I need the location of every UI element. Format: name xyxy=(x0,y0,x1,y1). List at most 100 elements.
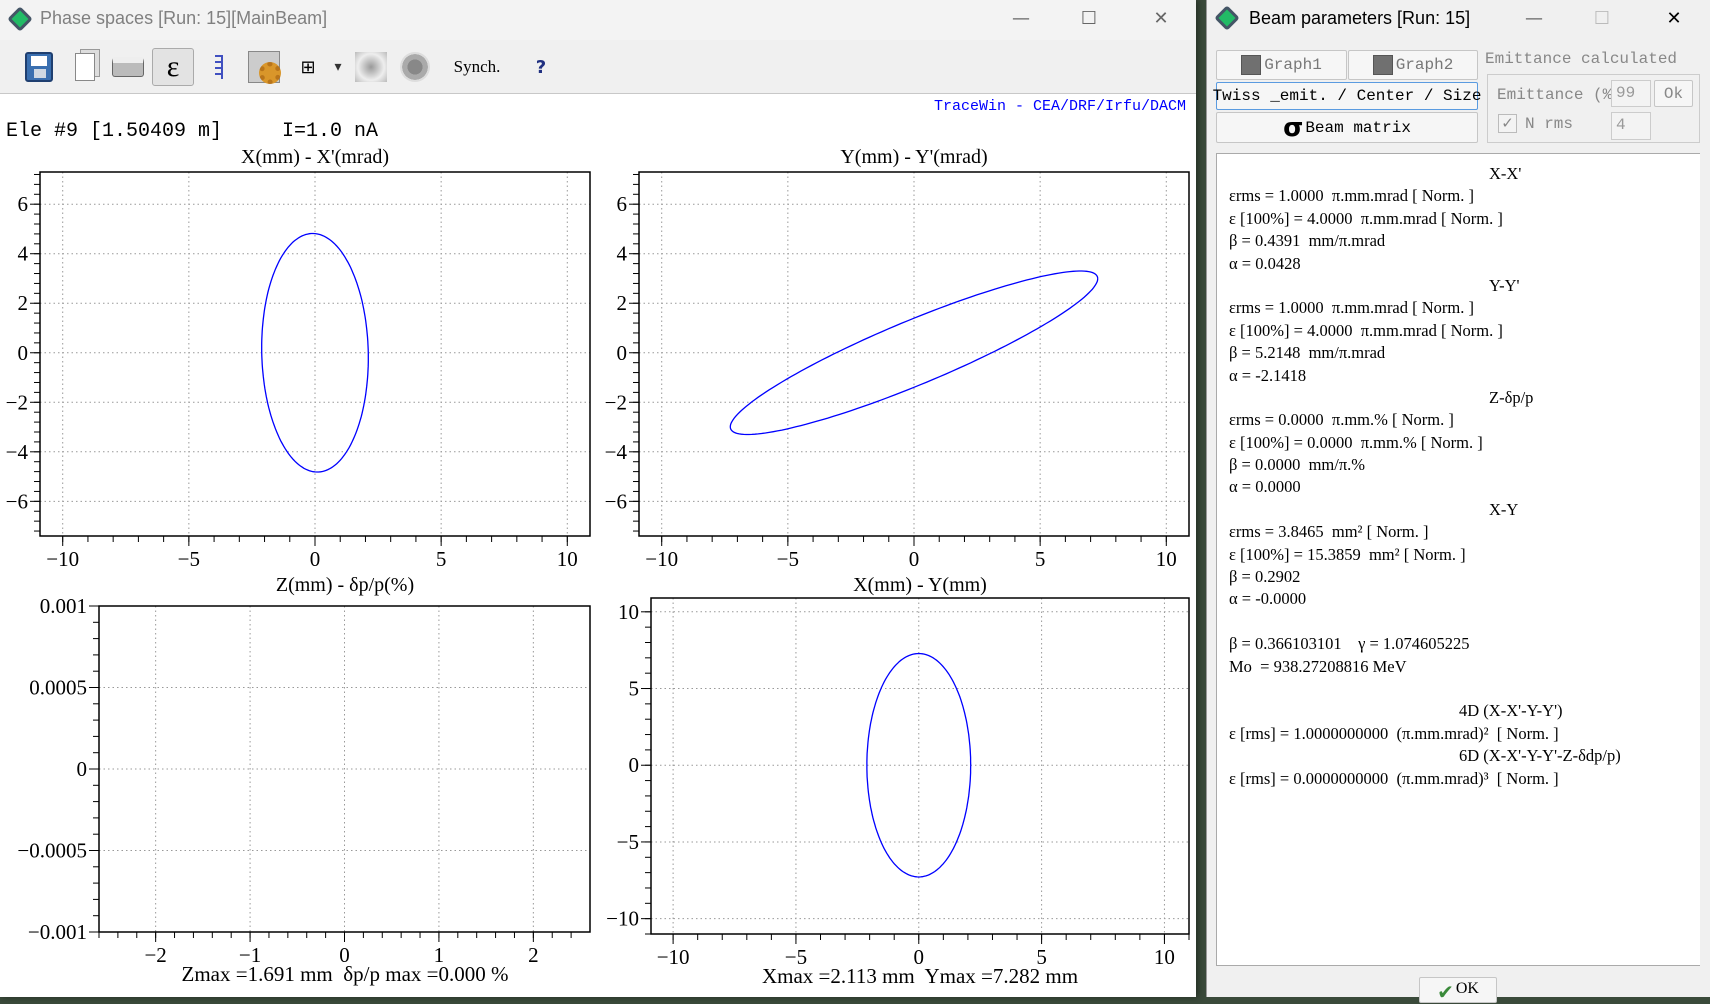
parameter-line: α = -0.0000 xyxy=(1229,589,1307,609)
plot-background xyxy=(639,172,1189,536)
plot-title-z-dp: Z(mm) - δp/p(%) xyxy=(275,574,415,596)
plot-title-y-yp: Y(mm) - Y'(mrad) xyxy=(840,146,988,168)
y-tick-label: −5 xyxy=(617,830,639,854)
ok-small-button[interactable]: Ok xyxy=(1654,80,1693,107)
twiss-button[interactable]: Twiss _emit. / Center / Size xyxy=(1213,82,1481,110)
toolbar: ε ⊞ ▾ Synch. ? xyxy=(0,40,1196,94)
parameter-line: β = 0.0000 mm/π.% xyxy=(1229,455,1366,475)
parameter-line: α = 0.0428 xyxy=(1229,253,1301,273)
graph-icon xyxy=(1372,55,1393,75)
y-tick-label: 0 xyxy=(18,341,29,365)
x-tick-label: −5 xyxy=(777,547,799,571)
y-tick-label: 6 xyxy=(617,192,628,216)
beam-parameters-text: X-X' εrms = 1.0000 π.mm.mrad [ Norm. ] ε [… xyxy=(1216,153,1700,966)
parameter-line: εrms = 1.0000 π.mm.mrad [ Norm. ] xyxy=(1229,298,1474,318)
y-tick-label: −4 xyxy=(6,440,29,464)
y-tick-label: 10 xyxy=(618,600,639,624)
x-tick-label: 10 xyxy=(557,547,578,571)
density-button[interactable] xyxy=(354,48,388,86)
emittance-button[interactable]: ε xyxy=(152,48,194,86)
x-tick-label: 10 xyxy=(1154,945,1175,969)
y-tick-label: −0.001 xyxy=(28,920,87,944)
minimize-button[interactable]: — xyxy=(1012,8,1030,29)
beam-matrix-button[interactable]: σ Beam matrix xyxy=(1216,112,1478,143)
maximize-button[interactable]: ☐ xyxy=(1080,8,1098,29)
help-pointer-icon: ? xyxy=(535,56,547,78)
section-heading: X-Y xyxy=(1489,499,1519,519)
parameter-line: ε [100%] = 4.0000 π.mm.mrad [ Norm. ] xyxy=(1229,320,1503,340)
emittance-percent-input[interactable]: 99 xyxy=(1611,80,1651,107)
beam-ellipse xyxy=(729,270,1099,436)
synch-button[interactable]: Synch. xyxy=(453,57,501,76)
y-tick-label: −0.0005 xyxy=(17,839,87,863)
phase-plot-x-y: −10 −5 0 5 10 −10 −5 0 5 10 xyxy=(606,597,1190,969)
emittance-group xyxy=(1487,74,1700,143)
element-info: Ele #9 [1.50409 m] I=1.0 nA xyxy=(6,120,379,143)
circle-button[interactable] xyxy=(398,48,432,86)
dialog-close-button[interactable]: ✕ xyxy=(1666,8,1682,29)
print-button[interactable] xyxy=(110,48,146,86)
copy-icon xyxy=(75,53,95,81)
x-tick-label: 5 xyxy=(436,547,447,571)
parameter-line: β = 0.4391 mm/π.mrad xyxy=(1229,231,1386,251)
y-tick-label: 4 xyxy=(617,242,628,266)
check-icon: ✔ xyxy=(1437,980,1454,1004)
dialog-maximize-button[interactable]: ☐ xyxy=(1593,8,1611,29)
y-tick-label: 0.0005 xyxy=(29,676,87,700)
phase-spaces-window: Phase spaces [Run: 15][MainBeam] — ☐ ✕ ε… xyxy=(0,0,1196,997)
beam-ellipse xyxy=(261,232,369,473)
settings-button[interactable] xyxy=(246,48,282,86)
dialog-minimize-button[interactable]: — xyxy=(1525,8,1543,29)
parameter-line: εrms = 0.0000 π.mm.% [ Norm. ] xyxy=(1229,410,1454,430)
parameter-line: β = 5.2148 mm/π.mrad xyxy=(1229,343,1386,363)
y-tick-label: −4 xyxy=(605,440,628,464)
close-button[interactable]: ✕ xyxy=(1153,8,1169,29)
parameter-line: ε [100%] = 15.3859 mm² [ Norm. ] xyxy=(1229,544,1466,564)
y-tick-label: −2 xyxy=(6,390,28,414)
x-tick-label: −10 xyxy=(46,547,79,571)
parameter-line: α = -2.1418 xyxy=(1229,365,1307,385)
y-tick-label: −6 xyxy=(605,489,627,513)
credit-label: TraceWin - CEA/DRF/Irfu/DACM xyxy=(934,98,1187,115)
emittance-percent-label: Emittance (%) xyxy=(1497,86,1622,104)
emittance-group-label: Emittance calculated xyxy=(1485,50,1678,68)
save-button[interactable] xyxy=(22,48,56,86)
app-icon xyxy=(1214,5,1240,31)
parameter-line xyxy=(1229,678,1688,700)
parameter-line: εrms = 1.0000 π.mm.mrad [ Norm. ] xyxy=(1229,186,1474,206)
x-tick-label: 5 xyxy=(1035,547,1046,571)
ok-button[interactable]: ✔ OK xyxy=(1419,977,1497,1004)
grid-layout-icon: ⊞ xyxy=(300,56,316,78)
print-icon xyxy=(112,57,144,77)
ruler-button[interactable] xyxy=(212,48,226,86)
nrms-input[interactable]: 4 xyxy=(1611,112,1651,140)
phase-plot-y-yp: −10 −5 0 5 10 −6 −4 −2 0 2 4 6 xyxy=(605,171,1190,571)
plot-background xyxy=(40,172,590,536)
y-tick-label: 0 xyxy=(629,753,640,777)
plot-frame xyxy=(39,171,591,537)
section-heading: Z-δp/p xyxy=(1489,387,1534,407)
nrms-label: N rms xyxy=(1525,115,1574,133)
parameter-line: Mo = 938.27208816 MeV xyxy=(1229,656,1407,676)
copy-button[interactable] xyxy=(68,48,102,86)
x-tick-label: −5 xyxy=(178,547,200,571)
layout-dropdown[interactable]: ▾ xyxy=(328,48,348,86)
x-tick-label: 0 xyxy=(339,943,350,967)
ruler-icon xyxy=(215,55,223,79)
y-tick-label: −2 xyxy=(605,390,627,414)
y-tick-label: −6 xyxy=(6,489,28,513)
z-footer: Zmax =1.691 mm δp/p max =0.000 % xyxy=(181,962,509,986)
phase-plot-z-dp: −2 −1 0 1 2 −0.001 −0.0005 0 0.0005 0.001 xyxy=(17,594,591,967)
app-icon xyxy=(7,6,33,32)
nrms-checkbox[interactable]: ✓ xyxy=(1498,114,1517,133)
y-tick-label: 4 xyxy=(18,242,29,266)
graph1-button[interactable]: Graph1 xyxy=(1216,50,1347,80)
help-button[interactable]: ? xyxy=(528,48,554,86)
layout-button[interactable]: ⊞ xyxy=(296,48,320,86)
save-icon xyxy=(25,52,53,82)
graph2-button[interactable]: Graph2 xyxy=(1348,50,1478,80)
beam-matrix-label: Beam matrix xyxy=(1305,118,1411,137)
section-heading: Y-Y' xyxy=(1489,275,1520,295)
x-tick-label: 0 xyxy=(914,945,925,969)
x-tick-label: −10 xyxy=(645,547,678,571)
